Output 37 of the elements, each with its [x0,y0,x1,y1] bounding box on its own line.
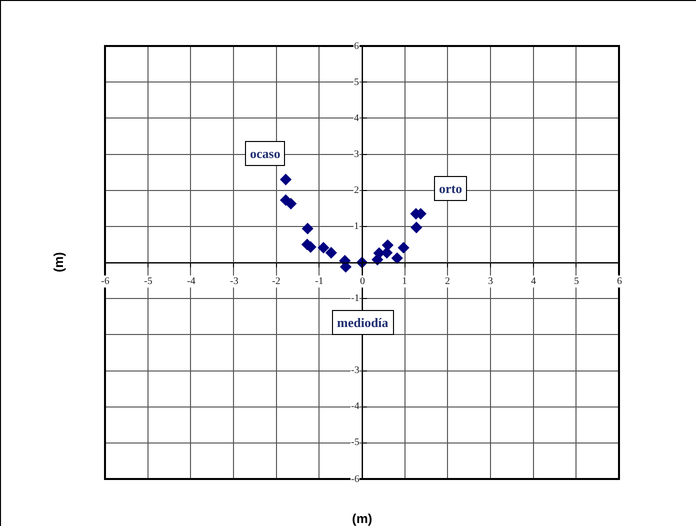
x-tick-label: -2 [272,276,280,287]
y-tick-label: 4 [354,113,359,124]
x-tick-label: 0 [360,276,365,287]
x-tick-label: -3 [230,276,238,287]
x-axis-title: (m) [352,511,372,526]
y-tick-label: -5 [351,437,360,448]
annotation: mediodía [337,315,389,330]
x-tick-label: -4 [187,276,196,287]
point [318,242,330,254]
y-tick-label: -4 [351,401,360,412]
y-tick-label: 5 [354,77,359,88]
x-tick-label: 4 [531,276,536,287]
point [391,252,403,264]
x-tick-label: 3 [488,276,493,287]
y-tick-label: -1 [351,293,360,304]
x-tick-label: -5 [144,276,152,287]
point [410,222,422,234]
point [280,174,292,186]
y-tick-label: 1 [354,221,359,232]
y-tick-label: 2 [354,185,359,196]
point [325,246,338,259]
x-tick-label: 5 [574,276,579,287]
x-tick-label: 1 [402,276,407,287]
point [302,222,314,234]
y-tick-label: -3 [351,365,360,376]
annotation: orto [439,181,462,196]
annotation: ocaso [250,146,280,161]
y-tick-label: 6 [354,41,359,52]
y-axis-title: (m) [51,252,66,272]
x-tick-label: -1 [315,276,324,287]
x-tick-label: 6 [617,276,622,287]
x-tick-label: -6 [101,276,110,287]
y-tick-label: 3 [354,149,359,160]
point [285,198,297,210]
x-tick-label: 2 [445,276,450,287]
point [398,242,410,254]
y-tick-label: -6 [351,474,360,485]
